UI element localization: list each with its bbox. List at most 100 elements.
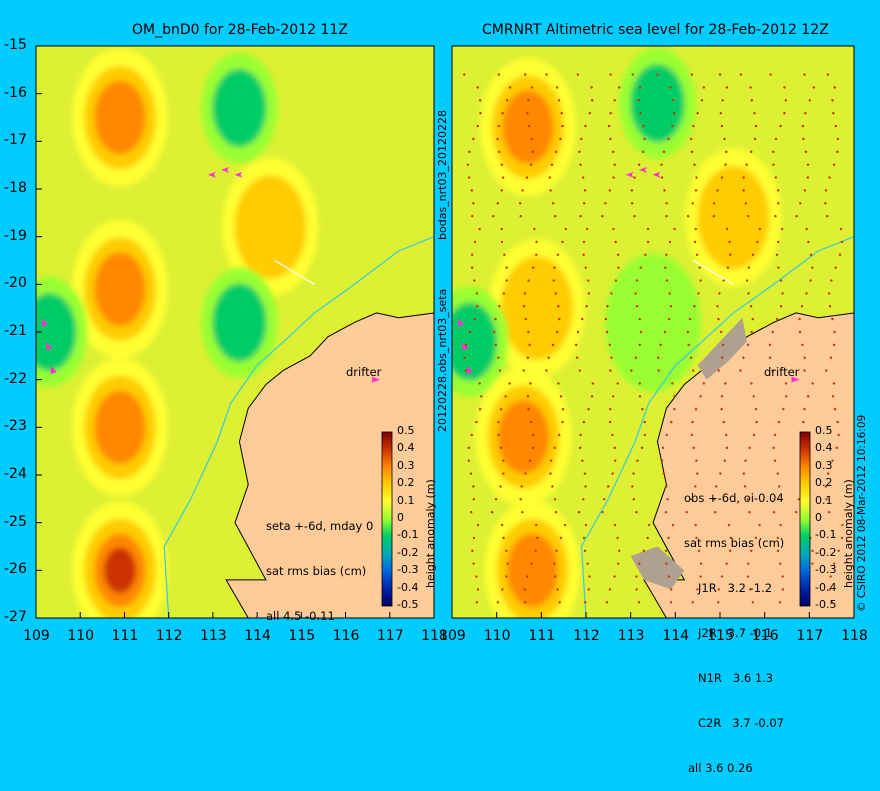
obs-dot	[505, 575, 508, 578]
obs-dot	[473, 279, 476, 282]
x-tick-label: 115	[707, 628, 734, 644]
obs-dot	[662, 472, 665, 475]
obs-dot	[840, 536, 844, 540]
obs-dot	[607, 485, 610, 488]
obs-dot	[560, 112, 563, 115]
obs-dot	[527, 279, 530, 282]
obs-dot	[663, 189, 666, 192]
left-chart-title: OM_bnD0 for 28-Feb-2012 11Z	[132, 22, 348, 38]
obs-dot	[602, 498, 606, 501]
obs-dot	[553, 562, 556, 565]
obs-dot	[531, 150, 535, 154]
obs-dot	[584, 266, 587, 269]
obs-dot	[688, 317, 692, 321]
obs-dot	[773, 459, 777, 462]
obs-dot	[695, 459, 698, 462]
obs-dot	[636, 459, 639, 462]
obs-dot	[608, 343, 611, 347]
obs-dot	[559, 536, 563, 540]
anomaly-contour	[647, 89, 668, 117]
obs-dot	[526, 112, 529, 115]
obs-dot	[836, 137, 840, 141]
obs-dot	[472, 536, 476, 540]
obs-dot	[702, 382, 706, 385]
obs-dot	[475, 305, 479, 308]
obs-dot	[584, 124, 587, 128]
obs-dot	[772, 446, 775, 450]
anomaly-contour	[637, 299, 669, 346]
x-tick-label: 114	[244, 628, 271, 644]
obs-dot	[753, 137, 757, 141]
obs-dot	[831, 317, 834, 321]
obs-dot	[831, 459, 834, 462]
obs-dot	[499, 446, 503, 450]
obs-dot	[497, 356, 500, 359]
obs-dot	[835, 446, 838, 450]
obs-dot	[780, 227, 784, 231]
obs-dot	[721, 343, 725, 347]
obs-dot	[832, 112, 835, 115]
colorbar-tick-label: -0.5	[397, 598, 419, 611]
obs-dot	[838, 253, 842, 256]
obs-dot	[470, 433, 474, 437]
obs-dot	[467, 459, 470, 462]
obs-dot	[755, 420, 758, 424]
colorbar	[381, 431, 393, 607]
obs-dot	[524, 472, 527, 475]
copyright-icon: ©	[856, 601, 868, 613]
obs-dot	[667, 536, 670, 540]
obs-dot	[662, 150, 666, 154]
obs-dot	[576, 73, 580, 76]
obs-dot	[694, 227, 698, 231]
obs-dot	[803, 356, 806, 359]
obs-dot	[783, 112, 786, 115]
obs-dot	[505, 279, 508, 282]
obs-dot	[828, 176, 831, 179]
anomaly-contour	[254, 204, 287, 251]
obs-dot	[612, 395, 615, 398]
isobath-line	[163, 236, 434, 618]
obs-dot	[725, 227, 729, 231]
obs-dot	[777, 420, 781, 424]
obs-dot	[467, 446, 471, 450]
obs-dot	[547, 356, 550, 359]
obs-dot	[557, 305, 560, 308]
obs-dot	[811, 549, 814, 552]
obs-dot	[471, 214, 474, 218]
obs-dot	[834, 266, 837, 269]
obs-dot	[664, 549, 668, 552]
obs-dot	[719, 330, 723, 334]
obs-dot	[521, 510, 524, 514]
obs-dot	[551, 202, 555, 205]
obs-dot	[784, 99, 788, 102]
obs-dot	[473, 317, 476, 321]
obs-dot	[826, 472, 830, 475]
obs-dot	[521, 189, 524, 192]
obs-dot	[463, 73, 466, 76]
obs-dot	[692, 446, 695, 450]
obs-dot	[687, 343, 690, 347]
anomaly-contour	[104, 94, 137, 141]
obs-dot	[694, 408, 698, 411]
drifter-marker	[41, 318, 48, 327]
obs-dot	[723, 137, 726, 141]
obs-dot	[803, 408, 806, 411]
obs-dot	[809, 253, 813, 256]
obs-dot	[746, 279, 749, 282]
obs-dot	[617, 266, 620, 269]
obs-dot	[717, 588, 720, 591]
obs-dot	[712, 202, 716, 205]
obs-dot	[634, 292, 637, 295]
obs-dot	[827, 510, 831, 514]
obs-dot	[647, 523, 651, 527]
colorbar-tick-label: -0.3	[397, 563, 419, 577]
obs-dot	[505, 549, 508, 552]
obs-dot	[783, 86, 786, 89]
obs-dot	[498, 369, 502, 372]
obs-dot	[638, 343, 641, 347]
obs-dot	[478, 408, 482, 411]
obs-dot	[604, 317, 608, 321]
obs-dot	[828, 305, 832, 308]
obs-dot	[754, 124, 758, 128]
obs-dot	[500, 227, 503, 231]
